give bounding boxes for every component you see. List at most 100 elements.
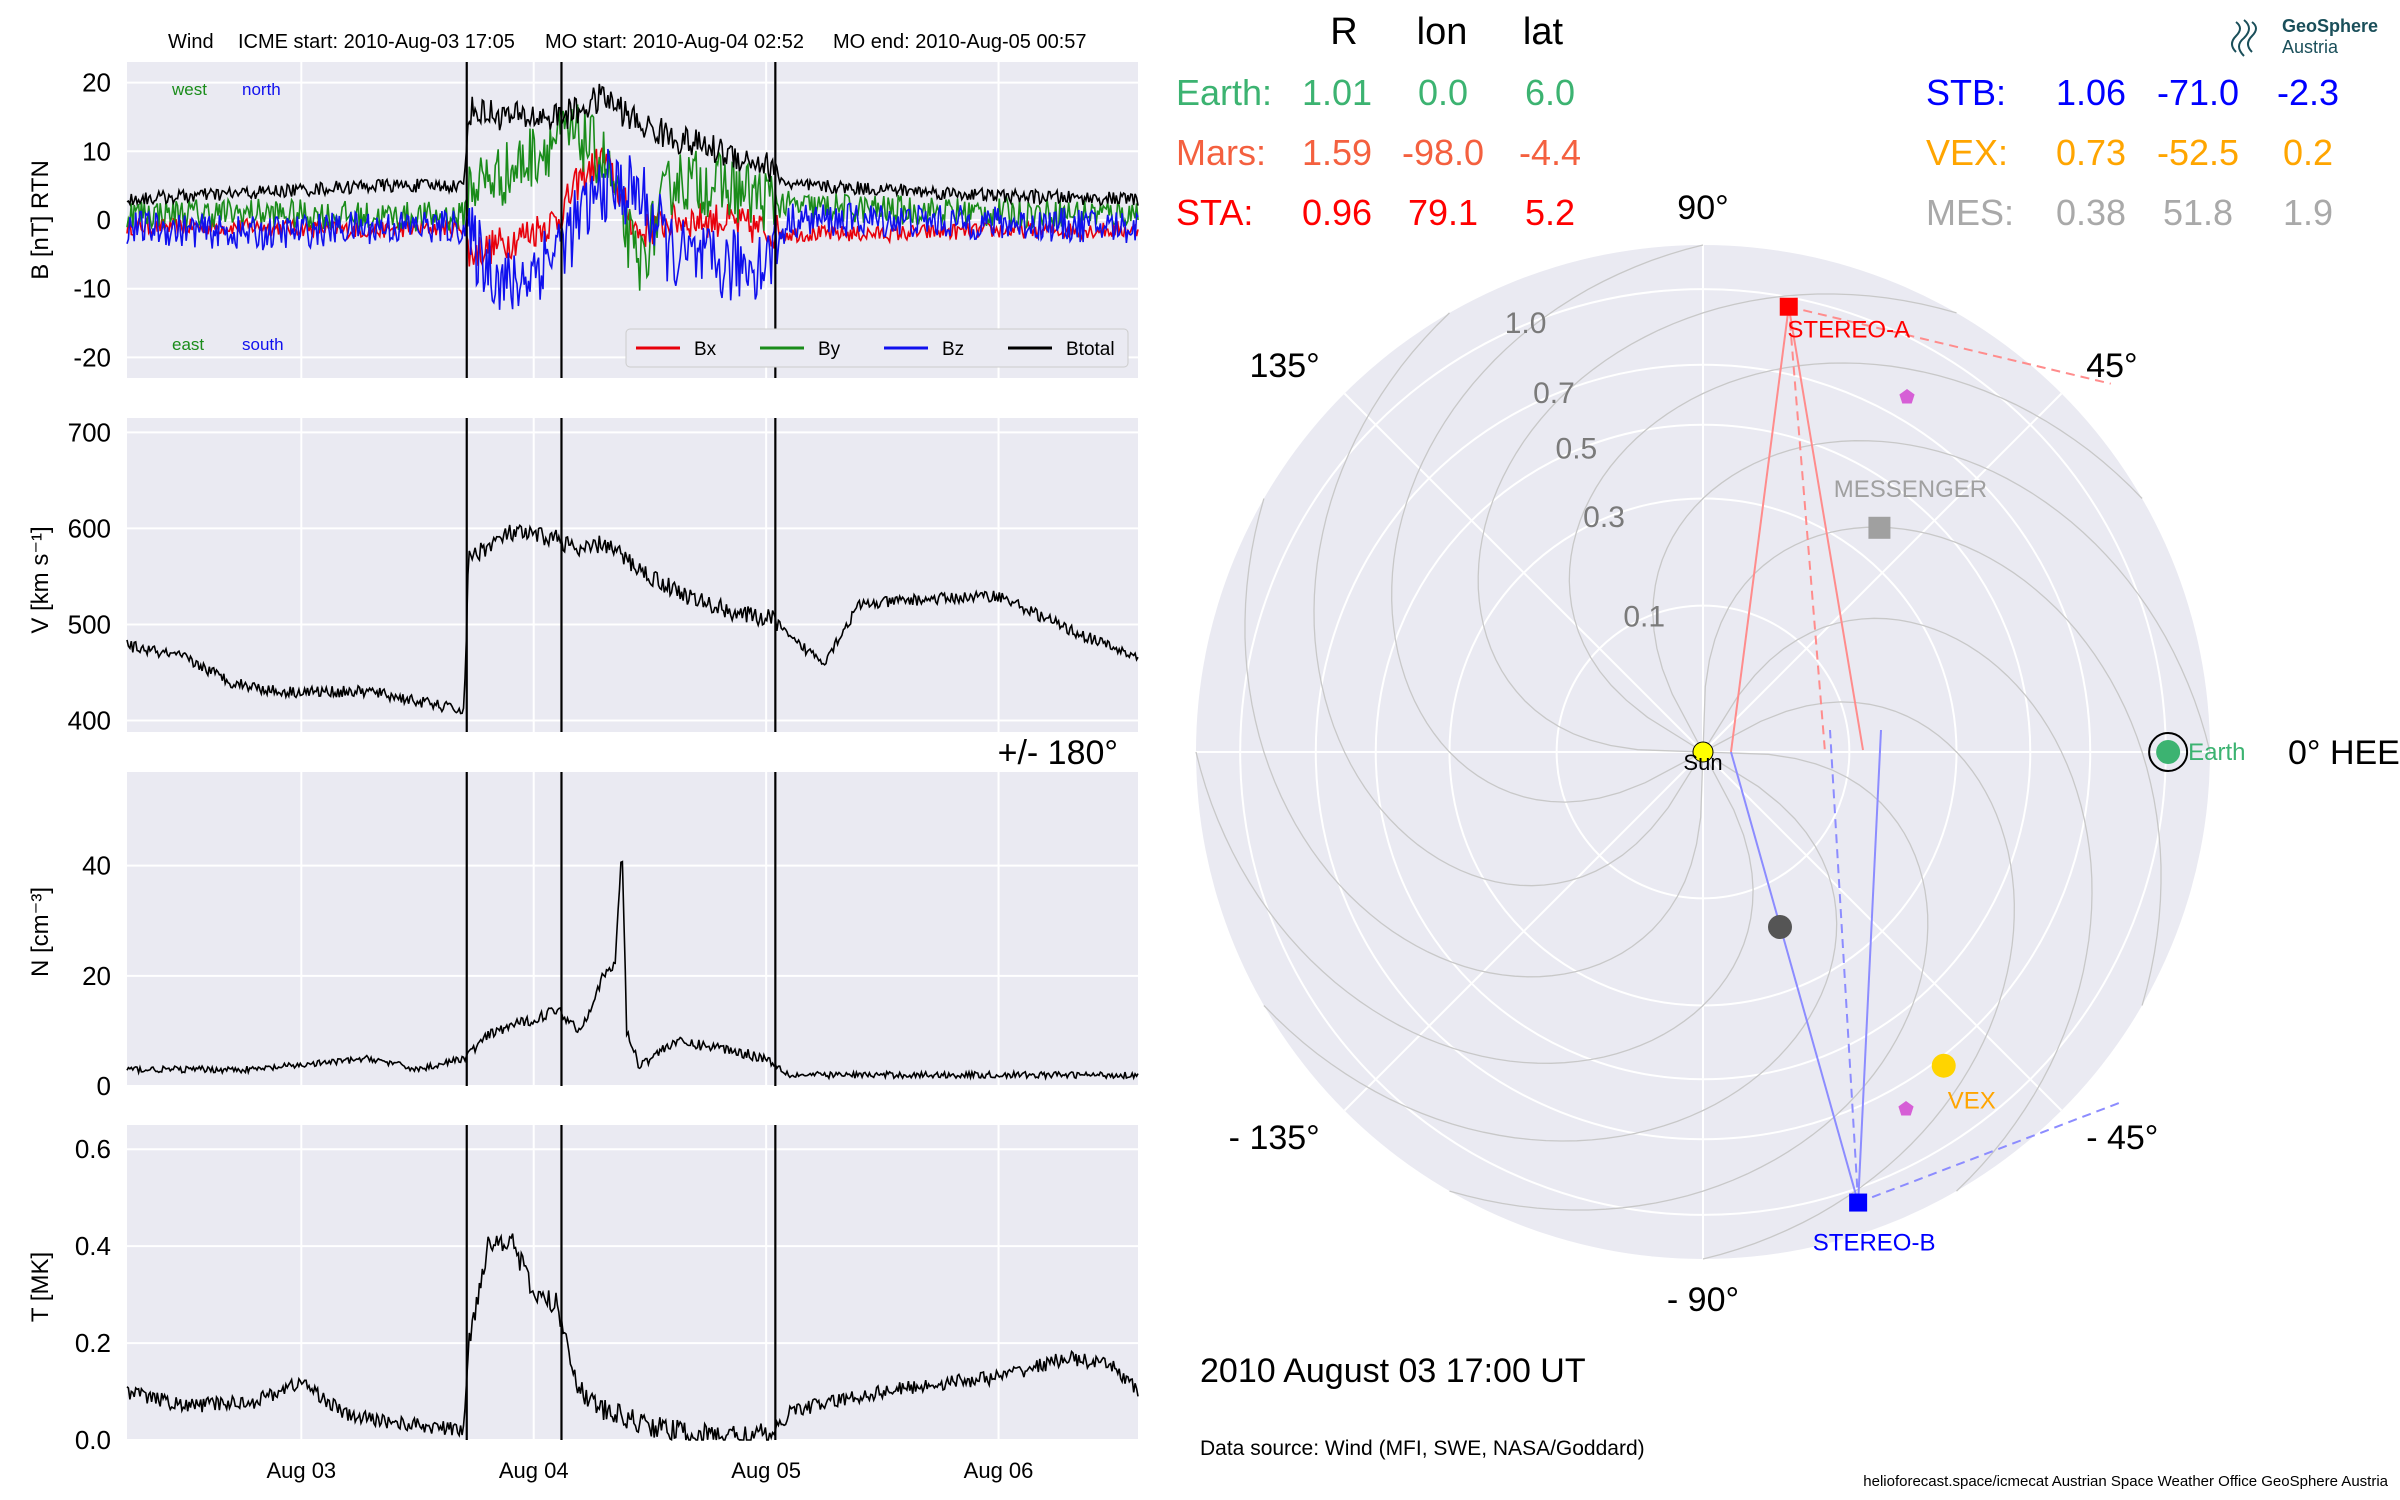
- radial-tick-label: 0.5: [1556, 433, 1598, 466]
- x-tick-label: Aug 06: [964, 1458, 1034, 1483]
- earth-label: Earth: [2188, 739, 2245, 766]
- polar-plot: 0.1 0.3 0.5 0.7 1.0 0° HEEQ 45° 90° 135° +/- 180°…: [998, 189, 2400, 1319]
- row-lon: -52.5: [2157, 132, 2239, 173]
- parker-spiral: [1652, 440, 2211, 753]
- polar-grid-ray: [1702, 751, 2063, 1112]
- parker-spiral: [1477, 293, 1957, 753]
- sta-fov-dash: [1788, 305, 2111, 385]
- sun-marker: [1692, 741, 1714, 763]
- vex-label: VEX: [1948, 1088, 1996, 1115]
- angle-label: - 135°: [1229, 1119, 1320, 1157]
- table-left-rows: Earth: 1.01 0.0 6.0 Mars: 1.59 -98.0 -4.4 STA: 0.…: [1176, 72, 1581, 233]
- angle-label: - 90°: [1667, 1281, 1739, 1319]
- ylabel-b: B [nT] RTN: [27, 160, 54, 280]
- radial-tick-label: 0.1: [1623, 600, 1665, 633]
- header-icme-start: ICME start: 2010-Aug-03 17:05: [238, 31, 515, 53]
- panel-density: 0 20 40: [82, 772, 1139, 1101]
- row-lat: 5.2: [1525, 192, 1575, 233]
- parker-spiral: [1702, 701, 2015, 1260]
- stb-fov-dash: [1829, 729, 1860, 1203]
- polar-grid-ray: [1343, 751, 1704, 1112]
- y-tick-label: 10: [82, 136, 111, 166]
- row-lat: -2.3: [2277, 72, 2339, 113]
- header-mo-start: MO start: 2010-Aug-04 02:52: [545, 31, 804, 53]
- polar-grid-ray: [1343, 392, 1704, 753]
- y-tick-label: 0: [97, 1071, 111, 1101]
- stereo-b-marker: [1849, 1193, 1868, 1212]
- y-tick-label: -20: [73, 342, 111, 372]
- messenger-marker: [1868, 516, 1891, 539]
- row-lat: 6.0: [1525, 72, 1575, 113]
- angle-label: 45°: [2086, 347, 2137, 385]
- polar-grid-ray: [1702, 392, 2063, 753]
- panel-background: [127, 418, 1138, 732]
- row-name: Earth:: [1176, 72, 1272, 113]
- annotation-south: south: [242, 335, 284, 354]
- b-legend: Bx By Bz Btotal: [625, 328, 1129, 368]
- parker-spiral: [1449, 751, 1929, 1211]
- ylabel-n: N [cm⁻³]: [27, 887, 54, 977]
- earth-marker: [2156, 740, 2181, 764]
- stb-fov-dash: [1857, 1101, 2121, 1204]
- row-lat: -4.4: [1519, 132, 1581, 173]
- messenger-label: MESSENGER: [1834, 476, 1987, 503]
- angle-label: 0° HEEQ: [2288, 734, 2400, 772]
- sta-fov-line: [1730, 306, 1790, 753]
- y-tick-label: 600: [68, 513, 111, 543]
- table-header-r: R: [1330, 11, 1357, 53]
- panel-background: [127, 1125, 1138, 1440]
- sun-label: Sun: [1683, 750, 1722, 775]
- radial-tick-label: 1.0: [1505, 307, 1547, 340]
- panel-temperature: 0.0 0.2 0.4 0.6 Aug 03 Aug 04 Aug 05 Aug 06: [75, 1125, 1139, 1483]
- timestamp: 2010 August 03 17:00 UT: [1200, 1352, 1586, 1390]
- parker-spiral: [1568, 362, 2143, 753]
- angle-label: 135°: [1249, 347, 1319, 385]
- header-spacecraft: Wind: [168, 31, 214, 53]
- stereo-a-marker: [1779, 297, 1798, 316]
- sta-fov-line: [1787, 306, 1864, 751]
- parker-spiral: [1195, 751, 1754, 1064]
- radial-tick-label: 0.7: [1533, 377, 1575, 410]
- row-r: 1.01: [1302, 72, 1372, 113]
- panel-background: [127, 772, 1138, 1086]
- row-r: 1.06: [2056, 72, 2126, 113]
- data-source: Data source: Wind (MFI, SWE, NASA/Goddar…: [1200, 1437, 1645, 1460]
- panel-speed: 400 500 600 700: [68, 417, 1139, 735]
- annotation-east: east: [172, 335, 204, 354]
- y-tick-label: 20: [82, 961, 111, 991]
- parker-spiral: [1244, 498, 1704, 978]
- x-tick-label: Aug 04: [499, 1458, 569, 1483]
- logo-line2: Austria: [2282, 37, 2339, 57]
- y-tick-label: 0.0: [75, 1425, 111, 1455]
- table-right-rows: STB: 1.06 -71.0 -2.3 VEX: 0.73 -52.5 0.2 MES: 0.3…: [1926, 72, 2339, 233]
- y-tick-label: 700: [68, 417, 111, 447]
- logo-line1: GeoSphere: [2282, 16, 2378, 36]
- y-tick-label: 0.6: [75, 1134, 111, 1164]
- x-tick-label: Aug 03: [266, 1458, 336, 1483]
- parker-spiral: [1702, 526, 2162, 1006]
- y-tick-label: 0.2: [75, 1328, 111, 1358]
- logo-waves-icon: [2231, 19, 2257, 57]
- ylabel-t: T [MK]: [27, 1252, 54, 1322]
- y-tick-label: 0: [97, 205, 111, 235]
- row-lon: -71.0: [2157, 72, 2239, 113]
- table-header-lat: lat: [1523, 11, 1564, 53]
- stereo-b-label: STEREO-B: [1813, 1230, 1936, 1257]
- row-name: STB:: [1926, 72, 2006, 113]
- legend-bz: Bz: [942, 339, 964, 360]
- row-r: 0.38: [2056, 192, 2126, 233]
- legend-by: By: [818, 339, 841, 360]
- earth-ring: [2148, 732, 2189, 772]
- ylabel-v: V [km s⁻¹]: [27, 526, 54, 633]
- row-name: Mars:: [1176, 132, 1266, 173]
- row-r: 0.73: [2056, 132, 2126, 173]
- y-tick-label: 400: [68, 705, 111, 735]
- parker-spiral: [1313, 312, 1704, 887]
- stb-apex-marker: [1898, 1101, 1914, 1116]
- legend-bx: Bx: [694, 339, 717, 360]
- series-line-data: [126, 860, 1139, 1081]
- angle-label: - 45°: [2086, 1119, 2158, 1157]
- positions-table: R lon lat Earth: 1.01 0.0 6.0 Mars: 1.59 -98.0…: [1176, 11, 2339, 233]
- mercury-marker: [1768, 915, 1792, 939]
- legend-btotal: Btotal: [1066, 339, 1115, 360]
